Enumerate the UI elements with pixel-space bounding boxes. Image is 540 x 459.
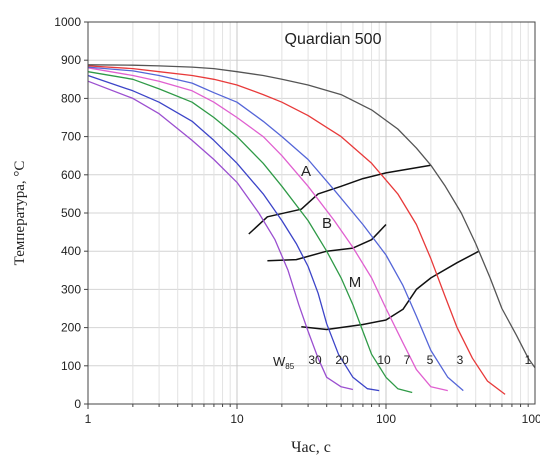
y-tick-label: 200 xyxy=(61,321,81,335)
x-axis-label: Час, с xyxy=(291,439,331,456)
phase-label-a: A xyxy=(301,163,311,180)
series-label-20: 20 xyxy=(335,353,349,367)
phase-boundary-2 xyxy=(267,223,387,262)
y-tick-label: 800 xyxy=(61,91,81,105)
series-label-1: 1 xyxy=(525,353,532,367)
x-tick-label: 1 xyxy=(85,412,92,426)
series-label-30: 30 xyxy=(308,353,322,367)
cooling-rate-symbol: W85 xyxy=(273,354,295,371)
series-label-10: 10 xyxy=(377,353,391,367)
phase-boundary-1 xyxy=(248,164,432,235)
y-tick-label: 700 xyxy=(61,130,81,144)
series-label-5: 5 xyxy=(427,353,434,367)
cooling-curve-5 xyxy=(87,66,464,392)
cooling-curve-3 xyxy=(87,65,506,395)
series-label-7: 7 xyxy=(404,353,411,367)
phase-boundary-3 xyxy=(301,250,480,331)
y-tick-label: 600 xyxy=(61,168,81,182)
y-tick-label: 900 xyxy=(61,53,81,67)
x-tick-label: 100 xyxy=(376,412,396,426)
y-tick-label: 1000 xyxy=(54,15,81,29)
y-tick-label: 300 xyxy=(61,282,81,296)
chart-title: Quardian 500 xyxy=(285,31,382,48)
cooling-curve-7 xyxy=(87,67,448,392)
cooling-curve-10 xyxy=(87,71,413,394)
y-tick-label: 500 xyxy=(61,206,81,220)
x-tick-label: 1000 xyxy=(522,412,540,426)
phase-label-b: B xyxy=(322,215,332,232)
cooling-curve-1 xyxy=(87,64,536,369)
y-tick-label: 0 xyxy=(74,397,81,411)
y-tick-label: 100 xyxy=(61,359,81,373)
cooling-rate-prefix: W xyxy=(273,354,286,369)
y-tick-label: 400 xyxy=(61,244,81,258)
phase-boundaries xyxy=(248,164,480,331)
cooling-rate-subscript: 85 xyxy=(285,362,294,371)
cooling-curve-20 xyxy=(87,74,380,392)
phase-label-m: M xyxy=(349,274,362,291)
cooling-curve-30 xyxy=(87,80,354,391)
y-axis-label: Температура, °С xyxy=(12,161,28,266)
x-tick-label: 10 xyxy=(230,412,244,426)
series-group xyxy=(87,64,536,395)
axis-ticks: 0 100 200 300 400 500 600 700 800 900 1000 1 10 100 10… xyxy=(54,15,540,426)
series-label-3: 3 xyxy=(457,353,464,367)
